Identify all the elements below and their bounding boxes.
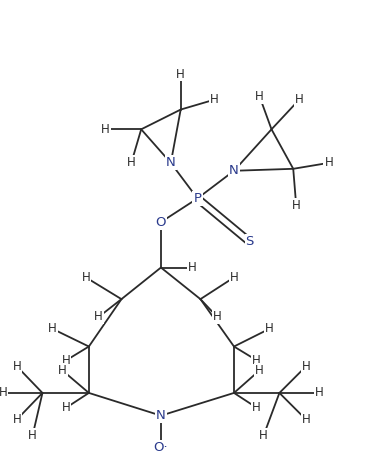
Text: H: H	[101, 123, 110, 136]
Text: H: H	[12, 360, 21, 373]
Text: H: H	[255, 364, 264, 377]
Text: H: H	[127, 156, 136, 169]
Text: H: H	[188, 261, 197, 274]
Text: H: H	[292, 199, 301, 212]
Text: H: H	[82, 271, 90, 284]
Text: H: H	[213, 310, 222, 323]
Text: H: H	[265, 322, 274, 335]
Text: N: N	[166, 156, 176, 169]
Text: H: H	[295, 93, 303, 106]
Text: H: H	[28, 429, 37, 442]
Text: H: H	[302, 360, 310, 373]
Text: O: O	[156, 216, 166, 229]
Text: N: N	[229, 164, 239, 177]
Text: H: H	[255, 90, 264, 103]
Text: H: H	[252, 401, 261, 414]
Text: H: H	[0, 387, 7, 400]
Text: H: H	[210, 93, 219, 106]
Text: H: H	[95, 310, 103, 323]
Text: H: H	[58, 364, 67, 377]
Text: H: H	[324, 156, 333, 169]
Text: H: H	[302, 413, 310, 426]
Text: P: P	[193, 192, 202, 205]
Text: H: H	[48, 322, 57, 335]
Text: H: H	[259, 429, 268, 442]
Text: H: H	[176, 68, 185, 81]
Text: H: H	[62, 354, 70, 367]
Text: H: H	[252, 354, 261, 367]
Text: H: H	[62, 401, 70, 414]
Text: S: S	[245, 235, 254, 248]
Text: H: H	[12, 413, 21, 426]
Text: N: N	[156, 409, 166, 422]
Text: H: H	[230, 271, 238, 284]
Text: H: H	[315, 387, 323, 400]
Text: O·: O·	[154, 441, 168, 454]
